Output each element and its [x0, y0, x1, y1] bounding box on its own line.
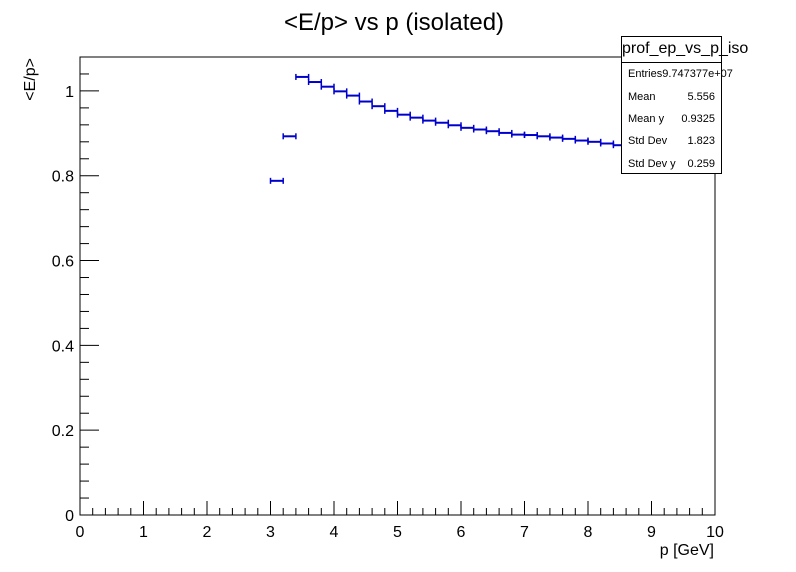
data-point [549, 134, 564, 141]
data-point [333, 88, 348, 95]
stats-value: 0.259 [687, 157, 715, 170]
x-tick-label: 10 [706, 524, 724, 541]
y-tick-label: 0.8 [52, 169, 74, 186]
y-axis-tick-labels: 0 0.2 0.4 0.6 0.8 1 [52, 84, 74, 525]
stats-label: Mean [628, 90, 656, 103]
x-tick-label: 2 [203, 524, 212, 541]
x-axis-label: p [GeV] [660, 542, 714, 559]
data-point [574, 137, 589, 144]
stats-label: Std Dev [628, 135, 668, 148]
x-tick-label: 7 [520, 524, 529, 541]
y-axis-ticks [80, 56, 99, 516]
stats-value: 5.556 [687, 90, 715, 103]
data-point [561, 135, 577, 142]
x-tick-label: 9 [647, 524, 656, 541]
data-point [320, 83, 335, 90]
stats-label: Mean y [628, 112, 665, 125]
stats-value: 1.823 [687, 135, 715, 148]
stats-value: 9.747377e+07 [662, 68, 733, 81]
stats-label: Std Dev y [628, 157, 676, 170]
y-tick-label: 1 [65, 84, 74, 101]
data-point [269, 177, 284, 184]
data-point [358, 98, 373, 105]
data-point [485, 128, 500, 135]
data-series [269, 73, 640, 184]
data-point [460, 124, 475, 131]
y-tick-label: 0.4 [52, 338, 74, 355]
data-point [371, 103, 386, 110]
stats-row-mean: Mean 5.556 [622, 85, 721, 107]
data-point [498, 129, 513, 136]
stats-row-mean-y: Mean y 0.9325 [622, 108, 721, 130]
data-point [587, 138, 602, 145]
data-point [523, 132, 538, 139]
data-point [307, 79, 323, 86]
x-tick-label: 6 [457, 524, 466, 541]
data-point [295, 73, 310, 80]
x-tick-label: 8 [584, 524, 593, 541]
stats-box: prof_ep_vs_p_iso Entries 9.747377e+07 Me… [621, 36, 748, 175]
y-axis-label: <E/p> [22, 58, 39, 101]
x-tick-label: 4 [330, 524, 339, 541]
y-tick-label: 0 [65, 508, 74, 525]
data-point [536, 133, 551, 140]
stats-row-entries: Entries 9.747377e+07 [622, 63, 733, 85]
stats-box-title: prof_ep_vs_p_iso [622, 37, 748, 63]
x-axis-ticks [79, 501, 716, 515]
data-point [422, 117, 437, 124]
x-tick-label: 3 [266, 524, 275, 541]
x-tick-label: 0 [76, 524, 85, 541]
data-point [282, 133, 297, 140]
y-tick-label: 0.6 [52, 254, 74, 271]
stats-row-std-dev-y: Std Dev y 0.259 [622, 153, 721, 175]
chart-title: <E/p> vs p (isolated) [284, 9, 504, 36]
data-point [472, 126, 488, 133]
stats-value: 0.9325 [681, 112, 715, 125]
plot-frame [79, 56, 716, 516]
data-point [384, 107, 399, 114]
data-point [599, 140, 615, 147]
data-point [409, 114, 424, 121]
data-point [447, 122, 462, 129]
y-tick-label: 0.2 [52, 423, 74, 440]
data-point [396, 111, 411, 118]
x-tick-label: 5 [393, 524, 402, 541]
data-point [434, 119, 450, 126]
x-tick-label: 1 [139, 524, 148, 541]
x-axis-tick-labels: 0 1 2 3 4 5 6 7 8 9 10 [76, 524, 724, 541]
stats-row-std-dev: Std Dev 1.823 [622, 130, 721, 152]
data-point [511, 131, 526, 138]
stats-label: Entries [628, 68, 663, 81]
data-point [345, 92, 361, 99]
